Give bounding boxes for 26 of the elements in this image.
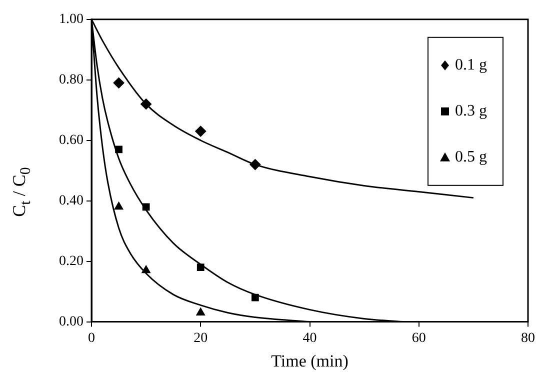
point: [113, 77, 124, 88]
point: [114, 202, 124, 210]
point: [196, 308, 206, 316]
y-tick-label: 0.20: [59, 254, 84, 269]
point: [196, 264, 204, 272]
legend-label: 0.3 g: [455, 102, 487, 120]
x-tick-label: 40: [302, 330, 317, 346]
y-tick-label: 0.40: [59, 194, 84, 209]
point: [140, 98, 152, 110]
point: [252, 294, 259, 302]
legend-label: 0.1 g: [455, 56, 487, 74]
x-tick-label: 80: [521, 330, 535, 346]
point: [142, 203, 150, 211]
legend-label: 0.5 g: [455, 148, 487, 166]
x-axis-title: Time (min): [271, 351, 348, 370]
point: [195, 126, 206, 137]
x-tick-label: 20: [194, 330, 208, 346]
y-tick-label: 1.00: [59, 12, 84, 28]
y-tick-label: 0.60: [59, 133, 84, 148]
y-tick-label: 0.00: [59, 314, 84, 330]
point: [115, 146, 122, 154]
point: [142, 265, 150, 274]
x-tick-label: 60: [412, 330, 426, 346]
x-tick-label: 0: [88, 330, 95, 346]
y-tick-label: 0.80: [59, 72, 84, 88]
point: [250, 159, 261, 170]
